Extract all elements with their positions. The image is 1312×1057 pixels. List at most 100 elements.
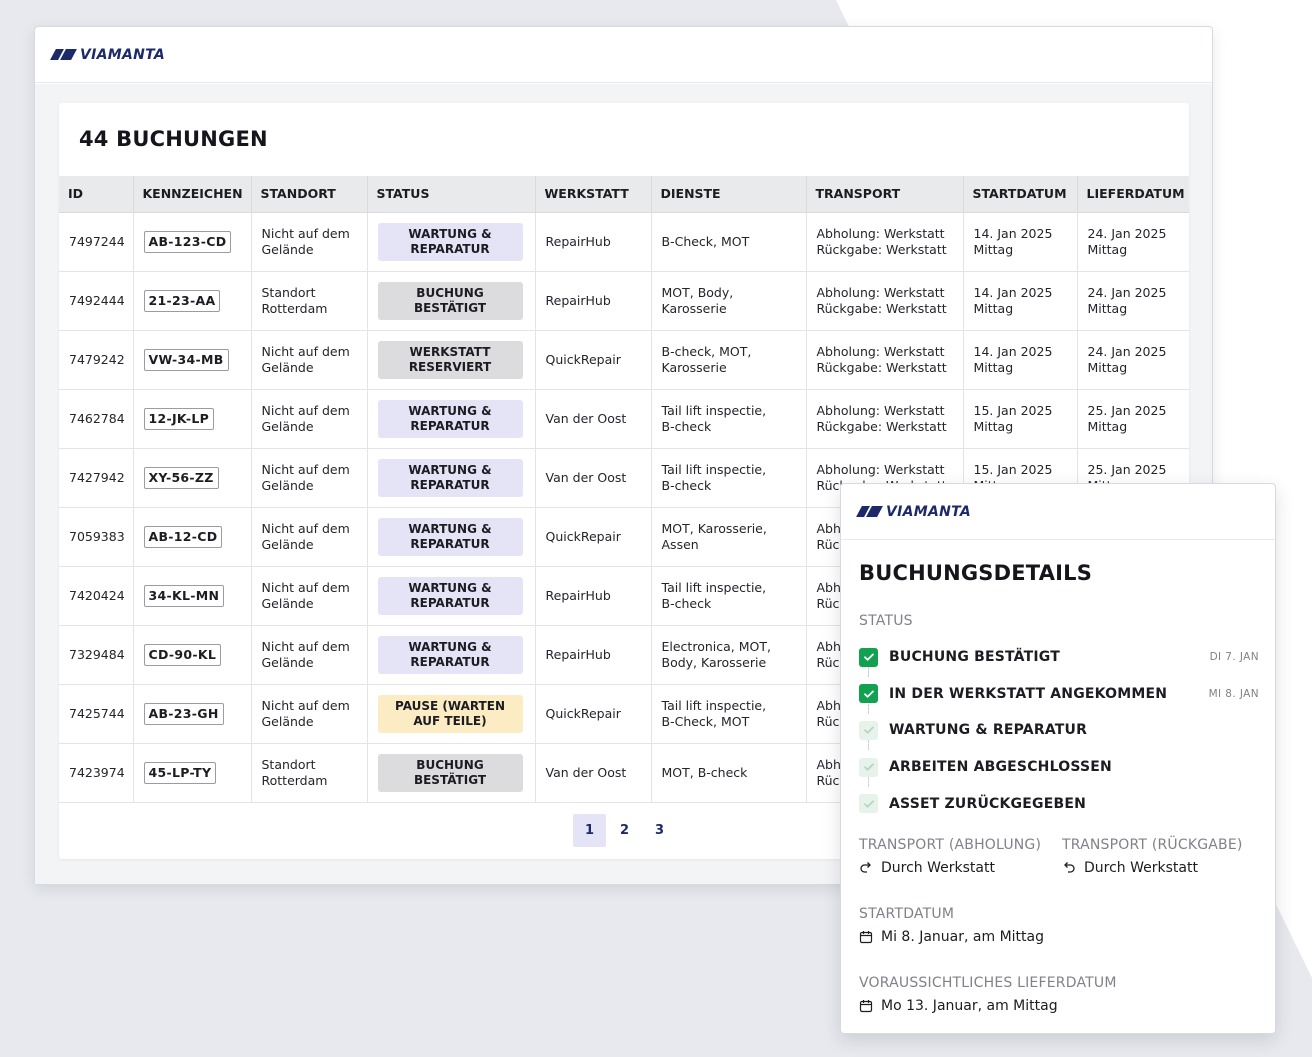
app-header: VIAMANTA bbox=[35, 27, 1212, 83]
checked-checkbox-icon[interactable] bbox=[859, 684, 878, 704]
cell-workshop: RepairHub bbox=[535, 271, 652, 331]
location-line: Nicht auf dem bbox=[261, 225, 350, 241]
pickup-transport-label: TRANSPORT (ABHOLUNG) bbox=[859, 837, 1042, 853]
services-line: B-Check, MOT bbox=[661, 713, 750, 729]
details-title: BUCHUNGSDETAILS bbox=[859, 561, 1093, 585]
cell-workshop: QuickRepair bbox=[535, 507, 652, 567]
services-line: Assen bbox=[661, 536, 699, 552]
cell-plate: 34-KL-MN bbox=[133, 566, 252, 626]
page-button-2[interactable]: 2 bbox=[619, 823, 630, 838]
status-step-label: ARBEITEN ABGESCHLOSSEN bbox=[889, 759, 1112, 776]
details-header: VIAMANTA bbox=[841, 484, 1275, 540]
logo-mark-icon bbox=[856, 506, 883, 517]
delivery-date-line: Mittag bbox=[1087, 418, 1128, 434]
return-transport-value: Durch Werkstatt bbox=[1084, 860, 1198, 876]
table-row[interactable]: 7479242 VW-34-MB Nicht auf dem Gelände WERKS… bbox=[59, 330, 1189, 390]
column-header-status[interactable]: STATUS bbox=[367, 176, 536, 213]
transport-line: Rückgabe: Werkstatt bbox=[816, 418, 947, 434]
cell-plate: XY-56-ZZ bbox=[133, 448, 252, 508]
cell-workshop: RepairHub bbox=[535, 566, 652, 626]
cell-workshop: RepairHub bbox=[535, 625, 652, 685]
location-line: Gelände bbox=[261, 359, 314, 375]
status-step-label: BUCHUNG BESTÄTIGT bbox=[889, 649, 1060, 666]
status-badge: BUCHUNG BESTÄTIGT bbox=[377, 281, 523, 320]
table-row[interactable]: 7462784 12-JK-LP Nicht auf dem Gelände WARTU… bbox=[59, 389, 1189, 449]
column-header-location[interactable]: STANDORT bbox=[251, 176, 368, 213]
start-date-line: 14. Jan 2025 bbox=[973, 284, 1053, 300]
license-plate: CD-90-KL bbox=[143, 643, 222, 666]
pending-check-icon[interactable] bbox=[859, 794, 878, 814]
cell-location: Nicht auf dem Gelände bbox=[251, 212, 368, 272]
logo-mark-icon bbox=[50, 49, 77, 60]
step-connector bbox=[868, 776, 869, 787]
page-button-3[interactable]: 3 bbox=[654, 823, 665, 838]
status-step: IN DER WERKSTATT ANGEKOMMEN MI 8. JAN bbox=[859, 676, 1259, 714]
cell-id: 7329484 bbox=[59, 625, 134, 685]
services-line: B-check bbox=[661, 418, 712, 434]
services-line: B-check, MOT, bbox=[661, 343, 752, 359]
status-step: ARBEITEN ABGESCHLOSSEN bbox=[859, 749, 1259, 787]
status-line: REPARATUR bbox=[410, 418, 490, 433]
pending-check-icon[interactable] bbox=[859, 720, 878, 740]
cell-location: Nicht auf dem Gelände bbox=[251, 448, 368, 508]
status-line: BUCHUNG bbox=[416, 285, 484, 300]
cell-status: WARTUNG & REPARATUR bbox=[367, 625, 536, 685]
transport-line: Abholung: Werkstatt bbox=[816, 225, 945, 241]
license-plate: XY-56-ZZ bbox=[143, 466, 219, 489]
pagination: 1 2 3 bbox=[573, 814, 676, 847]
column-header-delivery-date[interactable]: LIEFERDATUM bbox=[1077, 176, 1189, 213]
cell-location: Standort Rotterdam bbox=[251, 743, 368, 803]
delivery-date-line: Mittag bbox=[1087, 359, 1128, 375]
column-header-id[interactable]: ID bbox=[59, 176, 134, 213]
license-plate: 34-KL-MN bbox=[143, 584, 225, 607]
location-line: Gelände bbox=[261, 241, 314, 257]
status-line: BESTÄTIGT bbox=[413, 300, 487, 315]
location-line: Gelände bbox=[261, 418, 314, 434]
location-line: Nicht auf dem bbox=[261, 697, 350, 713]
status-step-label: WARTUNG & REPARATUR bbox=[889, 722, 1088, 739]
checked-checkbox-icon[interactable] bbox=[859, 647, 878, 667]
column-header-start-date[interactable]: STARTDATUM bbox=[963, 176, 1078, 213]
location-line: Nicht auf dem bbox=[261, 461, 350, 477]
location-line: Rotterdam bbox=[261, 300, 328, 316]
cell-id: 7423974 bbox=[59, 743, 134, 803]
status-step-date: DI 7. JAN bbox=[1209, 651, 1259, 664]
step-connector bbox=[868, 703, 869, 714]
page-title: 44 BUCHUNGEN bbox=[79, 127, 268, 151]
brand-logo[interactable]: VIAMANTA bbox=[50, 47, 165, 63]
status-badge: WARTUNG & REPARATUR bbox=[377, 222, 523, 261]
cell-status: BUCHUNG BESTÄTIGT bbox=[367, 743, 536, 803]
column-header-services[interactable]: DIENSTE bbox=[651, 176, 807, 213]
delivery-date-line: 25. Jan 2025 bbox=[1087, 402, 1167, 418]
pending-check-icon[interactable] bbox=[859, 757, 878, 777]
status-step-label: ASSET ZURÜCKGEGEBEN bbox=[889, 795, 1087, 812]
services-line: Tail lift inspectie, bbox=[661, 697, 767, 713]
status-step: BUCHUNG BESTÄTIGT DI 7. JAN bbox=[859, 639, 1259, 677]
table-row[interactable]: 7497244 AB-123-CD Nicht auf dem Gelände WART… bbox=[59, 212, 1189, 272]
services-line: MOT, B-check bbox=[661, 764, 748, 780]
license-plate: VW-34-MB bbox=[143, 348, 229, 371]
status-line: REPARATUR bbox=[410, 241, 490, 256]
delivery-date-block: VORAUSSICHTLICHES LIEFERDATUM Mo 13. Jan… bbox=[859, 975, 1117, 1014]
table-row[interactable]: 7492444 21-23-AA Standort Rotterdam BUCHUNG B… bbox=[59, 271, 1189, 331]
location-line: Gelände bbox=[261, 595, 314, 611]
cell-services: Tail lift inspectie, B-Check, MOT bbox=[651, 684, 807, 744]
cell-services: B-check, MOT, Karosserie bbox=[651, 330, 807, 390]
transport-line: Abholung: Werkstatt bbox=[816, 343, 945, 359]
column-header-workshop[interactable]: WERKSTATT bbox=[535, 176, 652, 213]
column-header-transport[interactable]: TRANSPORT bbox=[806, 176, 964, 213]
details-brand-logo[interactable]: VIAMANTA bbox=[856, 504, 971, 520]
pickup-transport-value: Durch Werkstatt bbox=[881, 860, 995, 876]
cell-location: Nicht auf dem Gelände bbox=[251, 389, 368, 449]
services-line: B-check bbox=[661, 595, 712, 611]
cell-location: Nicht auf dem Gelände bbox=[251, 566, 368, 626]
column-header-plate[interactable]: KENNZEICHEN bbox=[133, 176, 252, 213]
redo-arrow-icon bbox=[860, 862, 871, 873]
cell-delivery-date: 24. Jan 2025 Mittag bbox=[1077, 330, 1189, 390]
start-date-line: Mittag bbox=[973, 359, 1014, 375]
page-button-1[interactable]: 1 bbox=[573, 814, 606, 847]
